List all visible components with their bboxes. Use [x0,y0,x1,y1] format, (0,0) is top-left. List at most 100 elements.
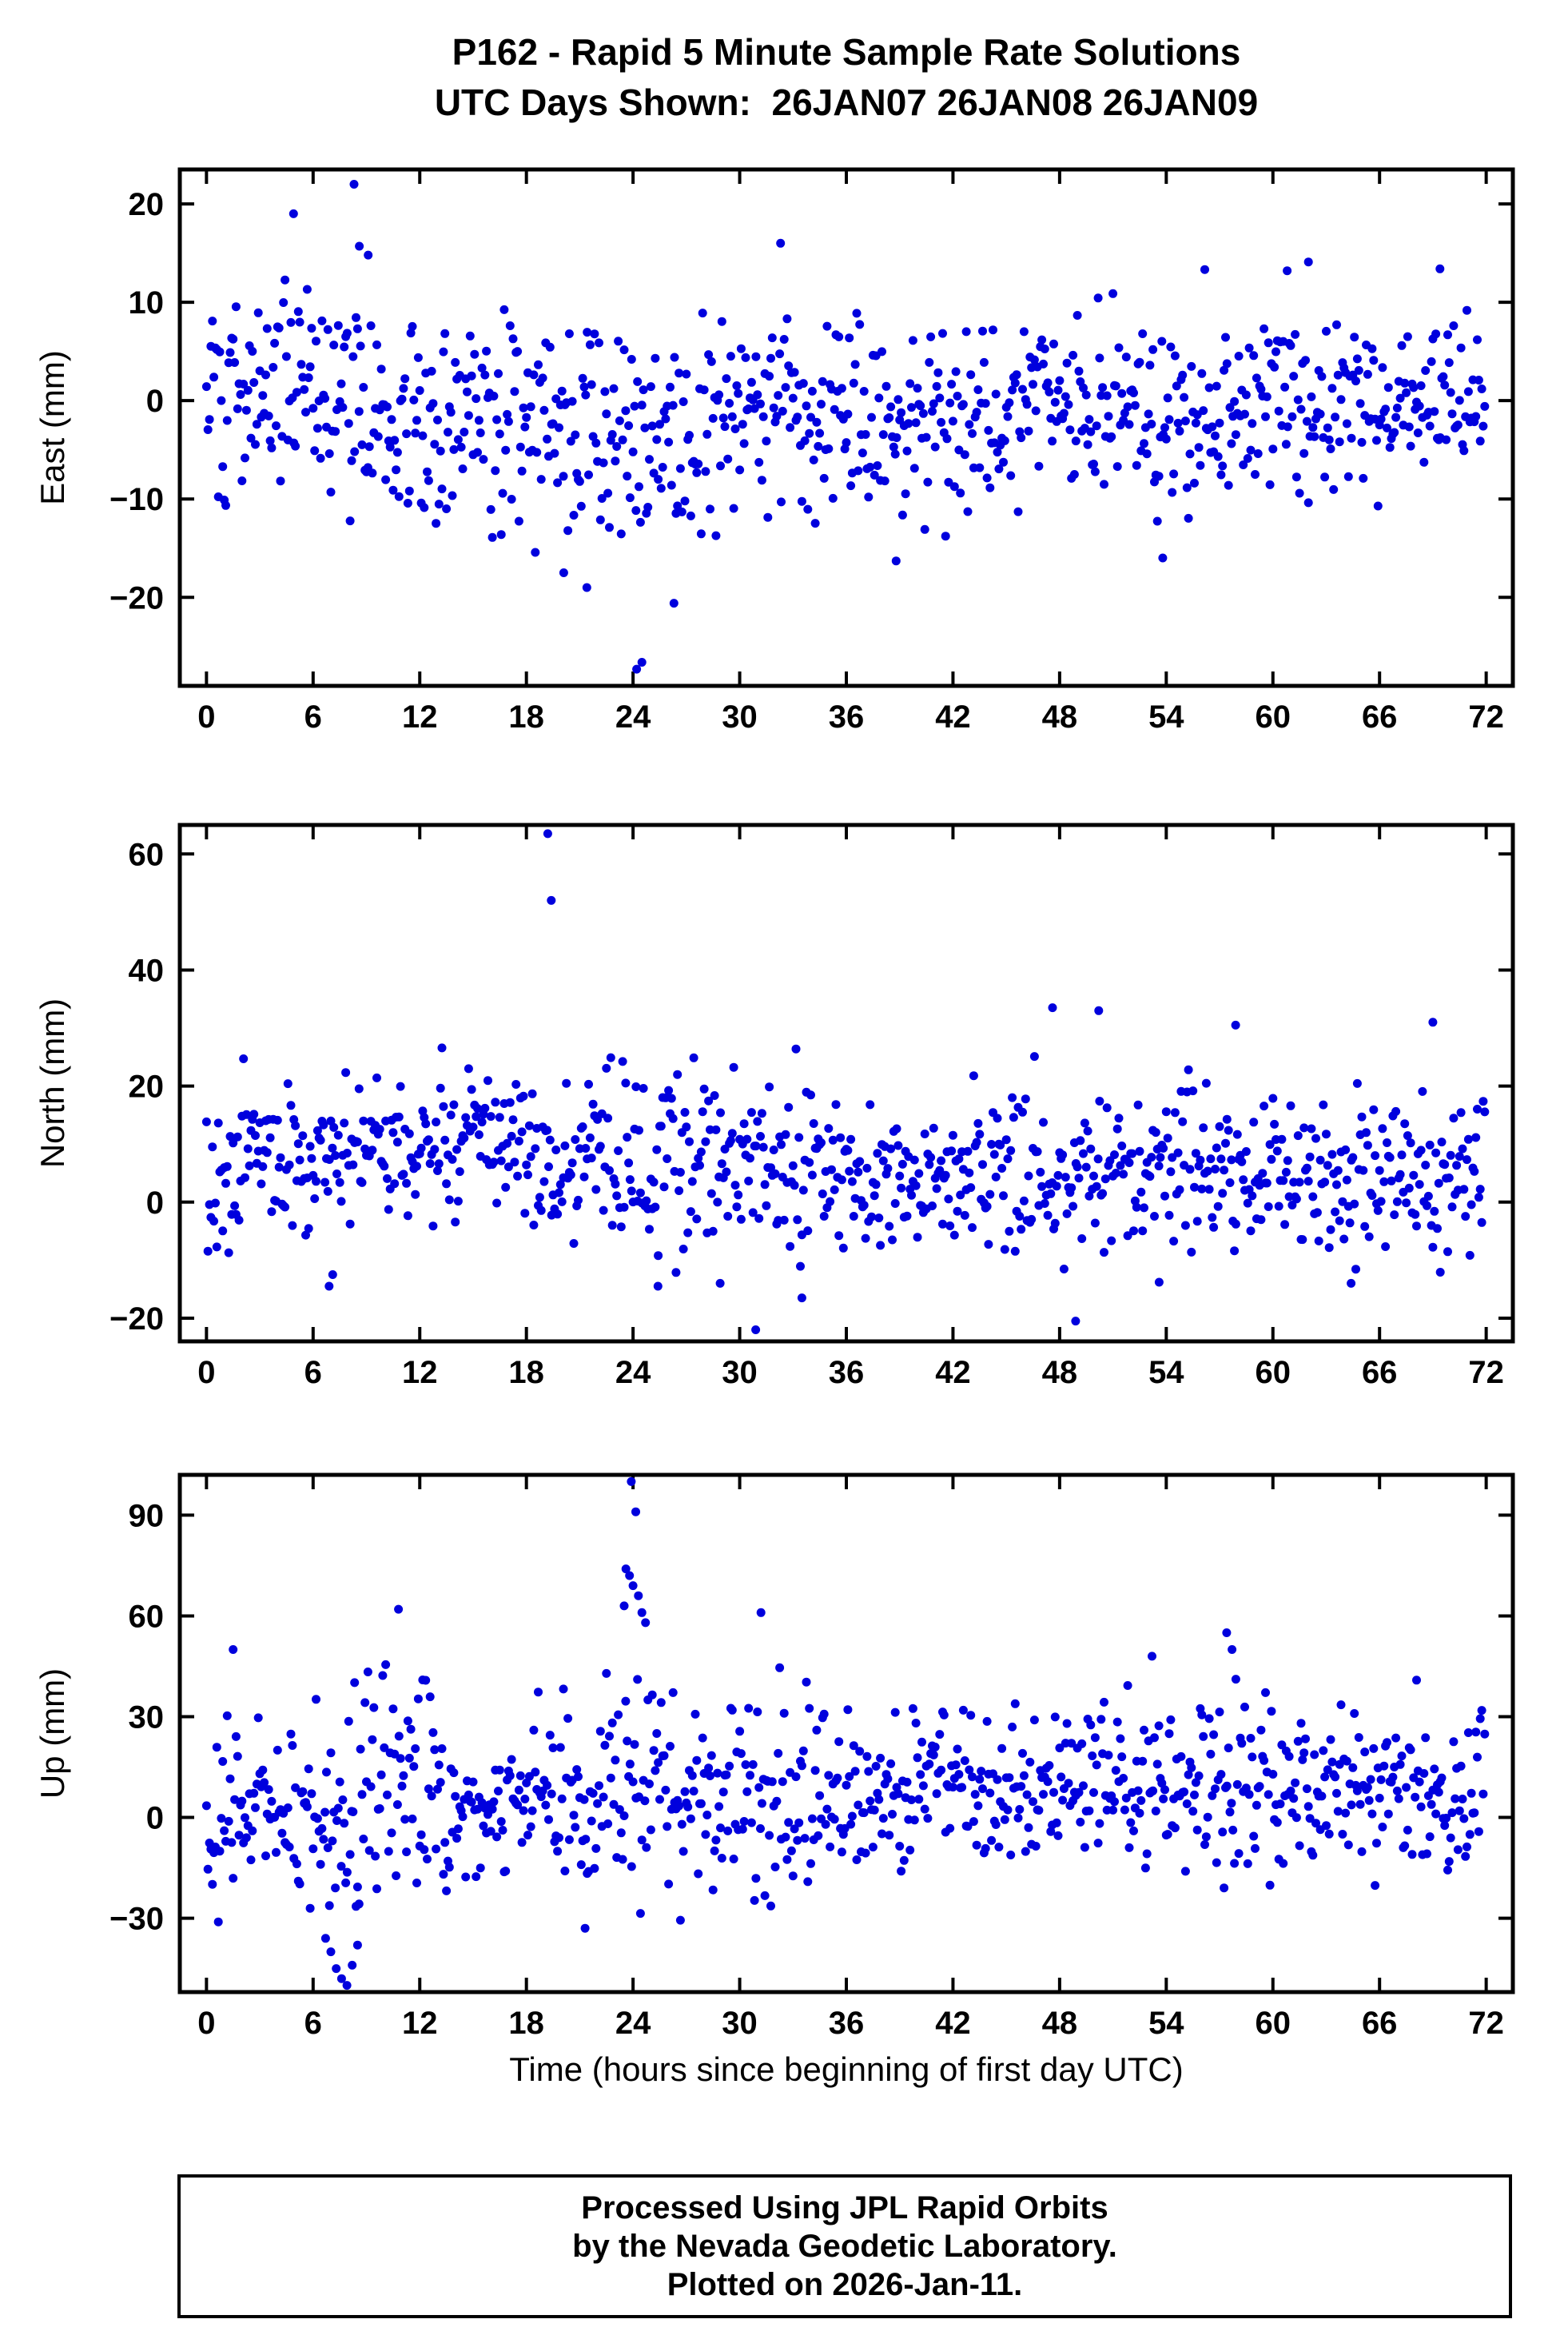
data-point [1299,1748,1309,1758]
data-point [1295,1177,1304,1187]
data-point [685,1137,694,1146]
data-point [1036,1167,1045,1177]
data-point [569,1811,579,1820]
data-point [826,1197,835,1206]
data-point [778,1777,787,1787]
data-point [892,433,901,442]
data-point [342,1981,352,1990]
data-point [834,1231,844,1241]
data-point [782,1855,792,1864]
data-point [1194,1771,1204,1780]
data-point [893,1789,903,1799]
data-point [274,1162,284,1172]
data-point [1352,1078,1362,1088]
data-point [599,1792,608,1802]
data-point [404,1753,414,1763]
data-point [538,373,547,383]
data-point [376,1770,386,1779]
data-point [909,464,919,473]
data-point [1442,1813,1451,1823]
data-point [1140,1725,1148,1735]
data-point [1191,1149,1200,1158]
data-point [1095,1819,1104,1828]
data-point [1058,1795,1068,1805]
y-tick-label: 0 [146,1185,164,1221]
x-tick-label: 36 [829,2006,865,2041]
data-point [845,1771,854,1781]
data-point [1320,1772,1330,1782]
data-point [805,1158,814,1167]
data-point [472,394,481,404]
data-point [704,1096,714,1106]
data-point [664,437,674,447]
data-point [890,449,900,459]
data-point [609,1799,619,1809]
data-point [1434,1787,1443,1797]
data-point [1225,1178,1235,1187]
data-point [631,1507,640,1516]
data-point [1299,448,1309,458]
data-point [784,361,794,371]
data-point [1135,1808,1144,1818]
data-point [421,1119,431,1129]
data-point [914,1169,924,1178]
data-point [1147,1153,1156,1162]
data-point [442,1886,452,1895]
data-point [217,1814,226,1823]
data-point [633,1675,643,1684]
data-point [1093,1154,1103,1164]
data-point [403,1716,412,1726]
data-point [555,1180,565,1189]
data-point [619,1811,629,1820]
data-point [925,1759,934,1769]
data-point [623,1133,632,1142]
x-tick-label: 60 [1256,699,1291,735]
data-point [1119,1170,1128,1179]
data-point [1140,1203,1148,1213]
data-point [588,432,598,441]
x-tick-label: 30 [722,2006,758,2041]
data-point [237,476,247,485]
data-point [1055,376,1065,385]
data-point [543,829,552,839]
data-point [828,1135,838,1145]
data-point [545,1731,555,1740]
data-point [605,1731,614,1741]
data-point [409,395,419,404]
data-point [1152,1759,1162,1769]
data-point [383,1173,392,1183]
data-point [293,1139,303,1149]
data-point [1416,381,1426,390]
data-point [1444,1173,1454,1182]
data-point [640,1796,650,1806]
data-point [603,488,613,498]
data-point [1197,1184,1207,1193]
data-point [1006,1146,1016,1155]
data-point [756,399,765,408]
data-point [994,464,1004,474]
data-point [448,1154,457,1164]
data-point [873,1149,882,1158]
data-point [948,1130,957,1140]
data-point [1320,1177,1330,1187]
data-point [949,1230,959,1240]
data-point [732,1202,742,1212]
data-point [1164,1210,1174,1220]
data-point [416,1830,426,1839]
data-point [1403,1131,1412,1141]
data-point [855,1747,865,1756]
data-point [449,1768,459,1778]
data-point [267,443,277,452]
data-point [930,1743,940,1751]
data-point [1121,1793,1131,1803]
data-point [788,393,798,403]
data-point [618,1855,627,1864]
data-point [953,1744,962,1754]
data-point [1416,1802,1426,1811]
data-point [1455,1806,1464,1815]
data-point [415,386,424,395]
data-point [948,416,957,426]
data-point [1301,1734,1310,1743]
data-point [387,1828,396,1838]
data-point [352,1940,362,1950]
